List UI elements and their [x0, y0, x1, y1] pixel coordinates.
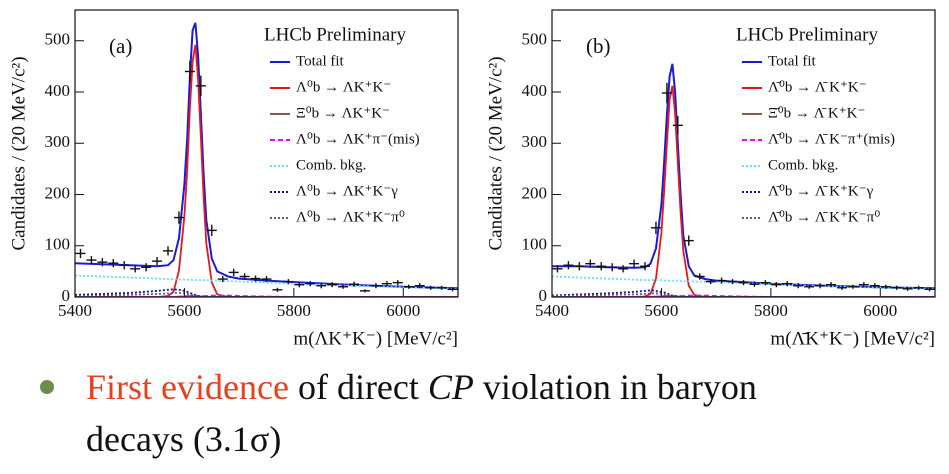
legend-label: Λ⁰b → ΛK⁺K⁻γ [296, 183, 398, 199]
x-axis-label: m(Λ̄K⁺K⁻) [MeV/c²] [770, 328, 935, 349]
fit-curve [552, 63, 935, 290]
text: CP [427, 367, 474, 407]
y-axis-label: Candidates / (20 MeV/c²) [485, 56, 506, 250]
charts: 0 100 200 300 400 500 5400 5600 5800 6000 Total fi… [8, 9, 936, 349]
bullet-dot [40, 380, 54, 394]
highlight: First evidence [86, 367, 289, 407]
x-axis-label: m(ΛK⁺K⁻) [MeV/c²] [293, 328, 458, 349]
legend-label: Total fit [296, 53, 345, 69]
x-tick-label: 5800 [277, 301, 311, 320]
x-tick-label: 5600 [644, 301, 678, 320]
legend-label: Ξ⁰b → ΛK⁺K⁻ [296, 105, 390, 121]
y-tick-label: 400 [522, 81, 548, 100]
y-tick-label: 100 [522, 235, 548, 254]
plot [75, 22, 458, 297]
fit-curve [552, 289, 935, 297]
x-tick-label: 5800 [754, 301, 788, 320]
fit-curve [75, 22, 458, 290]
bullet-line: First evidence of direct CP violation in… [86, 366, 757, 408]
legend-label: Λ⁰b → ΛK⁺π⁻(mis) [296, 131, 420, 147]
y-tick-label: 300 [522, 132, 548, 151]
fit-curve [75, 292, 458, 297]
text: of direct [297, 367, 419, 407]
text: decays (3.1σ) [86, 419, 282, 459]
y-tick-label: 0 [539, 286, 548, 305]
watermark: LHCb Preliminary [264, 24, 406, 45]
legend-label: Λ̄⁰b → Λ̄ K⁻π⁺(mis) [768, 131, 895, 147]
legend-label: Total fit [768, 53, 817, 69]
y-tick-label: 400 [45, 81, 71, 100]
watermark: LHCb Preliminary [736, 24, 878, 45]
plot [552, 63, 935, 297]
fit-curve [75, 44, 458, 297]
y-tick-label: 300 [45, 132, 71, 151]
y-tick-label: 0 [62, 286, 71, 305]
fit-curve [552, 292, 935, 297]
frame [74, 9, 459, 298]
y-tick-label: 200 [45, 183, 71, 202]
legend-label: Ξ̄⁰b → Λ̄ K⁺K⁻ [768, 105, 865, 121]
x-tick-label: 5600 [167, 301, 201, 320]
legend-label: Λ̄⁰b → Λ̄ K⁺K⁻γ [768, 183, 874, 199]
x-tick-label: 6000 [386, 301, 420, 320]
legend-label: Comb. bkg. [768, 157, 838, 173]
fit-curve [75, 274, 458, 290]
y-axis-label: Candidates / (20 MeV/c²) [8, 56, 29, 250]
panel-label: (b) [586, 34, 611, 58]
panel-label: (a) [109, 34, 132, 58]
frame [551, 9, 936, 298]
bullet-line: decays (3.1σ) [86, 418, 281, 460]
x-tick-label: 6000 [863, 301, 897, 320]
y-tick-label: 500 [45, 30, 71, 49]
text: violation in baryon [482, 367, 757, 407]
x-tick-label: 5400 [535, 301, 569, 320]
legend-label: Comb. bkg. [296, 157, 366, 173]
x-tick-label: 5400 [58, 301, 92, 320]
legend-label: Λ̄⁰b → Λ̄ K⁺K⁻ [768, 79, 867, 95]
legend-label: Λ⁰b → ΛK⁺K⁻π⁰ [296, 209, 405, 225]
y-tick-label: 200 [522, 183, 548, 202]
legend-label: Λ⁰b → ΛK⁺K⁻ [296, 79, 391, 95]
legend-label: Λ̄⁰b → Λ̄ K⁺K⁻π⁰ [768, 209, 880, 225]
fit-curve [552, 275, 935, 290]
fit-curve [75, 288, 458, 297]
y-tick-label: 500 [522, 30, 548, 49]
y-tick-label: 100 [45, 235, 71, 254]
